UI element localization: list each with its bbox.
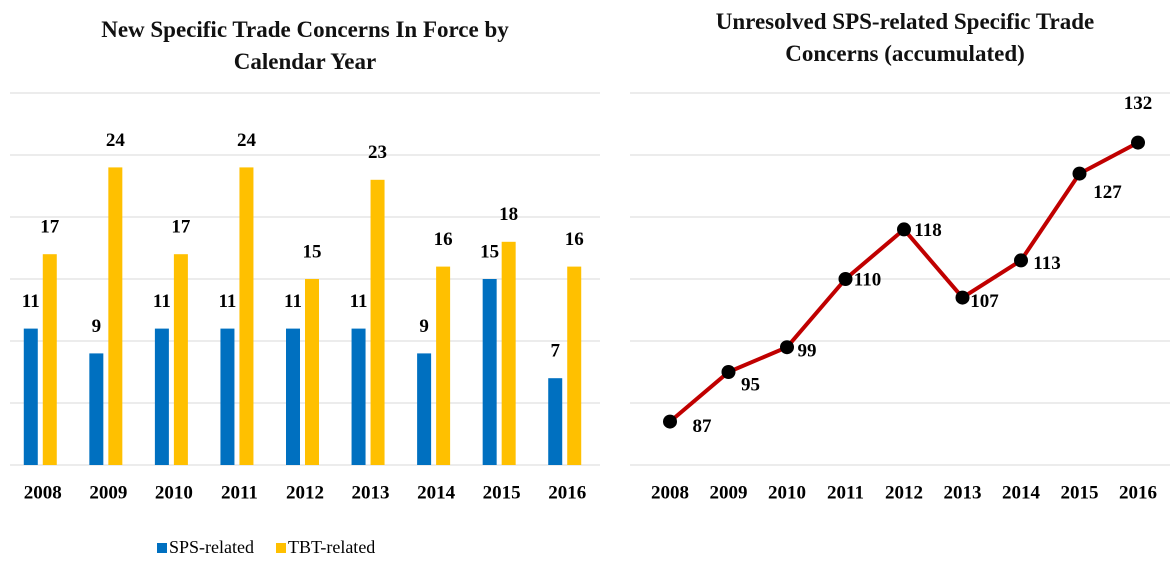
x-tick-label: 2016 [1119, 482, 1157, 503]
x-tick-label: 2013 [352, 482, 390, 503]
x-tick-label: 2016 [548, 482, 586, 503]
bar [436, 266, 451, 465]
data-label: 7 [550, 341, 560, 362]
bar [567, 266, 582, 465]
bar [173, 254, 188, 465]
point [1072, 166, 1087, 181]
data-label: 127 [1093, 182, 1122, 203]
bar [286, 328, 300, 465]
data-label: 110 [854, 269, 881, 290]
data-label: 16 [434, 229, 453, 250]
data-label: 17 [40, 217, 60, 238]
chart-title: Unresolved SPS-related Specific Trade Co… [715, 9, 1095, 66]
point [955, 290, 970, 305]
x-tick-label: 2008 [651, 482, 689, 503]
data-label: 24 [106, 130, 126, 151]
bar [108, 167, 123, 465]
point [780, 340, 794, 355]
data-label: 132 [1124, 93, 1153, 114]
x-tick-label: 2014 [1002, 482, 1041, 503]
data-label: 24 [237, 130, 257, 151]
bar [89, 353, 104, 465]
legend-swatch [157, 543, 167, 553]
bar [23, 328, 38, 465]
data-label: 118 [914, 220, 941, 241]
legend-swatch [276, 543, 286, 553]
x-tick-label: 2009 [89, 482, 127, 503]
data-label: 11 [218, 291, 236, 312]
data-label: 11 [350, 291, 368, 312]
data-label: 11 [284, 291, 302, 312]
data-label: 17 [171, 217, 191, 238]
bar [351, 328, 366, 465]
line-chart: 2008 2009 2010 2011 2012 2013 2014 2015 2016 87 95… [630, 92, 1170, 503]
data-label: 18 [499, 204, 518, 225]
bar [482, 279, 497, 465]
data-label: 11 [153, 291, 171, 312]
bar [417, 353, 432, 465]
point [1014, 253, 1028, 268]
data-label: 113 [1033, 253, 1060, 274]
x-tick-label: 2011 [827, 482, 864, 503]
chart-title: New Specific Trade Concerns In Force by … [101, 17, 509, 74]
legend-label: SPS-related [169, 537, 254, 557]
x-tick-label: 2013 [944, 482, 982, 503]
point [721, 365, 736, 379]
x-tick-label: 2009 [710, 482, 748, 503]
data-label: 15 [303, 241, 322, 262]
x-tick-label: 2010 [155, 482, 193, 503]
data-label: 9 [419, 316, 429, 337]
data-label: 11 [22, 291, 40, 312]
data-label: 15 [480, 241, 499, 262]
data-label: 9 [92, 316, 102, 337]
data-label: 99 [798, 341, 817, 362]
bar [154, 328, 169, 465]
bar [548, 378, 563, 465]
data-label: 23 [368, 142, 387, 163]
bar [42, 254, 57, 465]
x-tick-label: 2012 [286, 482, 324, 503]
x-tick-label: 2014 [417, 482, 456, 503]
x-tick-label: 2015 [1061, 482, 1099, 503]
point [897, 222, 911, 237]
data-label: 95 [741, 374, 760, 395]
legend-label: TBT-related [288, 537, 375, 557]
x-tick-label: 2015 [483, 482, 521, 503]
bar [220, 328, 235, 465]
point [663, 414, 677, 429]
x-tick-label: 2011 [221, 482, 258, 503]
x-tick-label: 2010 [768, 482, 806, 503]
bar-chart: 2008 11 17 2009 9 24 2010 11 17 2011 11 24 2012 11 15 2… [10, 92, 600, 557]
data-label: 16 [565, 229, 584, 250]
x-tick-label: 2012 [885, 482, 923, 503]
x-tick-label: 2008 [24, 482, 62, 503]
point [1131, 135, 1145, 150]
data-label: 107 [970, 291, 999, 312]
bar [305, 279, 319, 465]
bar [239, 167, 254, 465]
point [838, 272, 853, 286]
bar [370, 179, 385, 466]
bar [501, 241, 516, 465]
data-label: 87 [693, 416, 713, 437]
